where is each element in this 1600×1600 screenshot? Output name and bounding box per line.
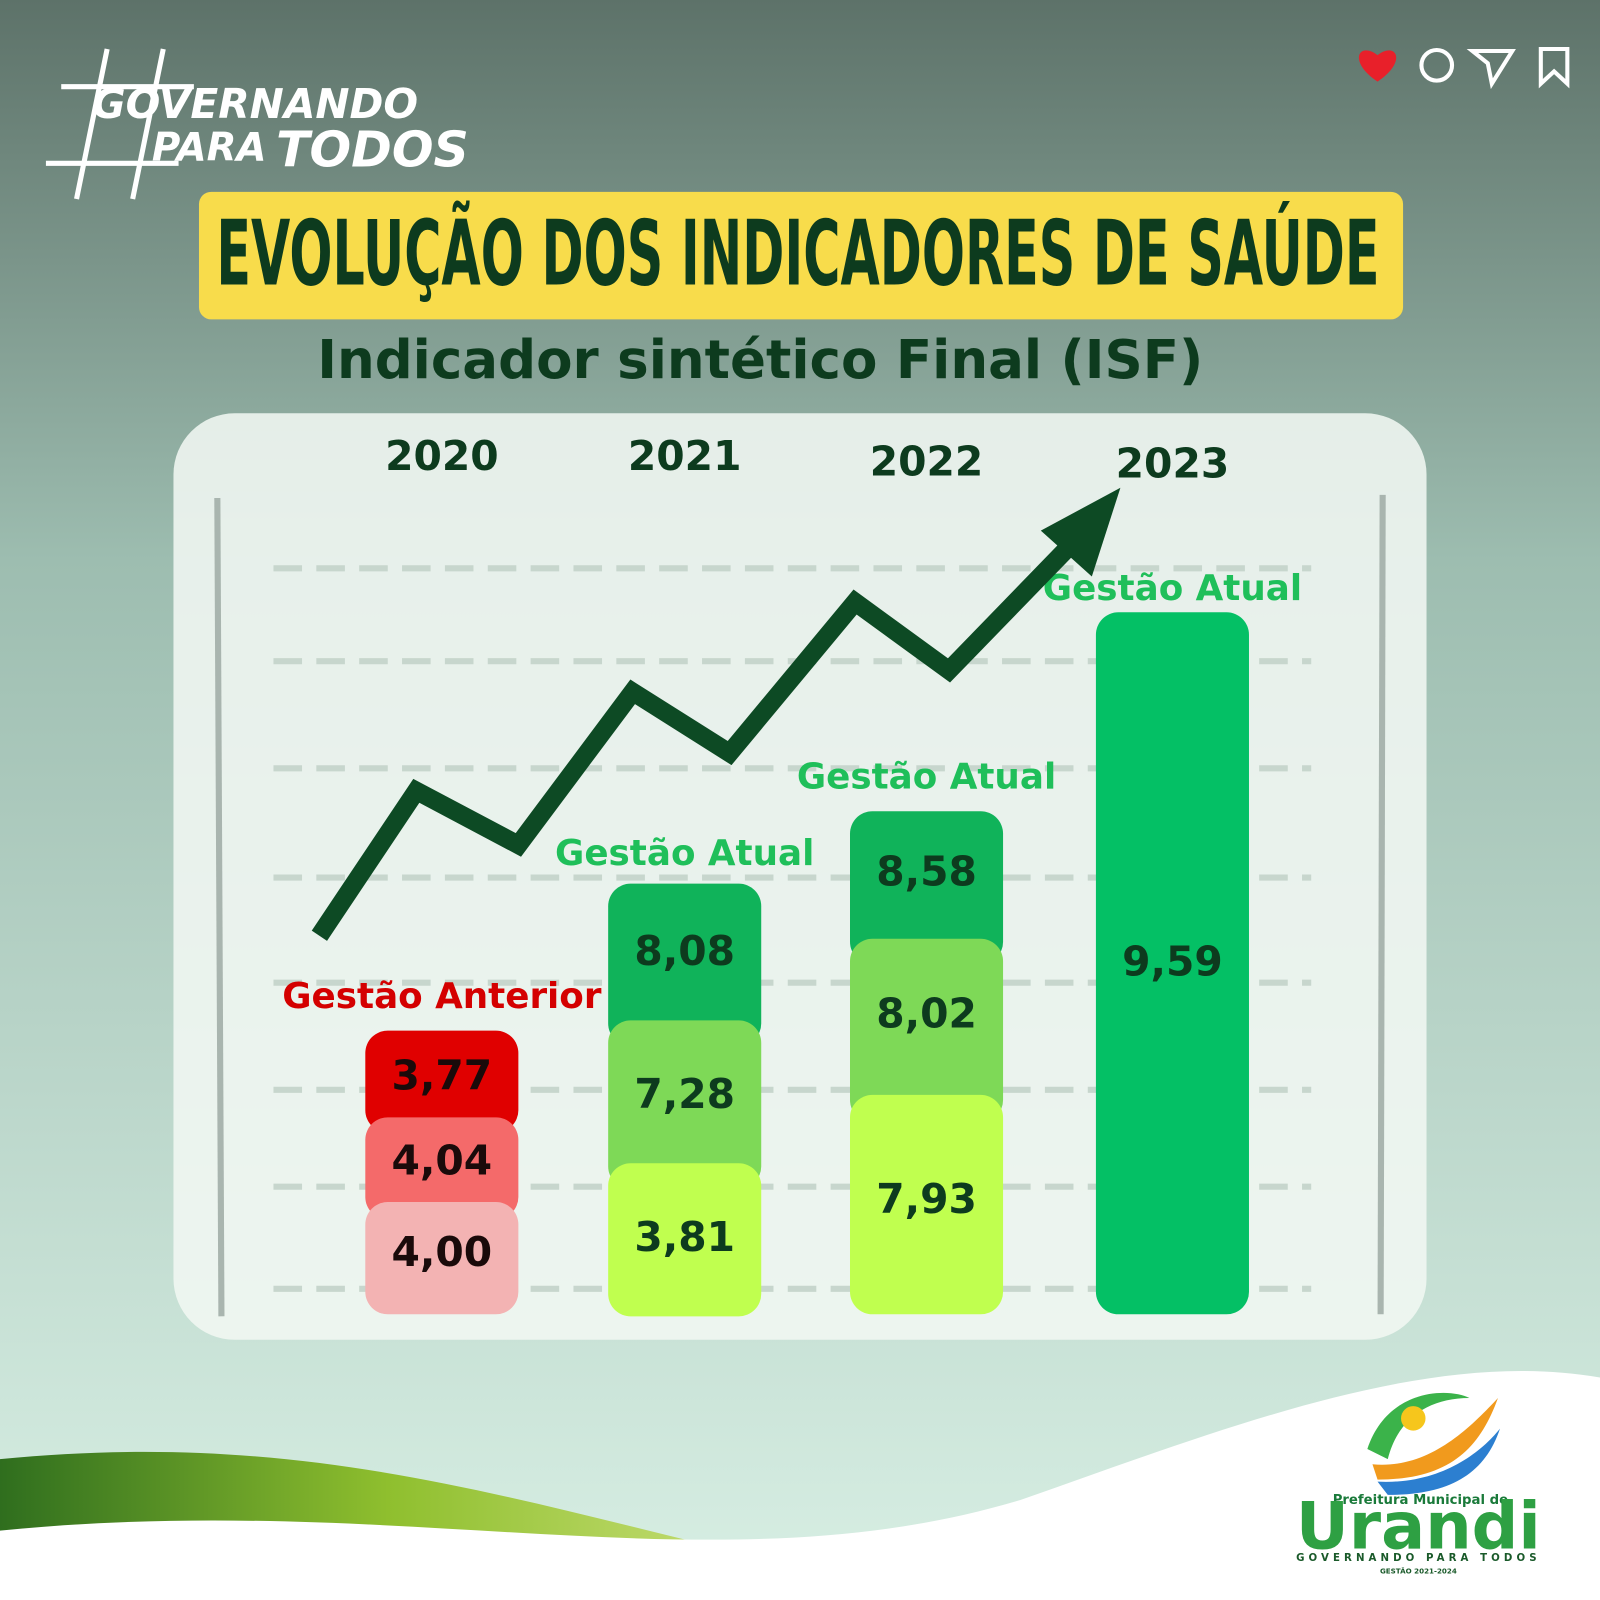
trend-arrow bbox=[311, 527, 1089, 941]
logo-tagline: GOVERNANDO PARA TODOS bbox=[1296, 1553, 1541, 1564]
title: EVOLUÇÃO DOS INDICADORES DE SAÚDE bbox=[216, 202, 1379, 307]
logo: Prefeitura Municipal de Urandi GOVERNAND… bbox=[1296, 1392, 1541, 1575]
segment-value: 7,28 bbox=[634, 1070, 735, 1118]
bar-segment bbox=[365, 1202, 519, 1315]
bar-segment bbox=[850, 938, 1004, 1123]
segment-value: 9,59 bbox=[1122, 937, 1223, 985]
segment-value: 8,02 bbox=[876, 989, 977, 1037]
logo-text: Prefeitura Municipal de bbox=[1333, 1493, 1508, 1508]
comment-icon[interactable] bbox=[1419, 47, 1455, 83]
segment-value: 4,00 bbox=[392, 1228, 493, 1276]
bar-segment bbox=[608, 883, 762, 1046]
title-box bbox=[198, 191, 1404, 320]
bar-segment bbox=[365, 1030, 519, 1133]
like-icon[interactable] bbox=[1358, 50, 1397, 82]
management-label: Gestão Atual bbox=[1043, 568, 1302, 609]
subtitle: Indicador sintético Final (ISF) bbox=[317, 329, 1203, 391]
management-label: Gestão Anterior bbox=[282, 976, 602, 1017]
bar-segment bbox=[850, 811, 1004, 965]
segment-value: 8,08 bbox=[634, 927, 735, 975]
management-label: Gestão Atual bbox=[797, 757, 1056, 798]
year-label: 2022 bbox=[870, 437, 984, 485]
brand: TODOS bbox=[276, 122, 469, 179]
frame-line bbox=[1377, 494, 1386, 1315]
management-label: Gestão Atual bbox=[555, 833, 814, 874]
white-wave bbox=[0, 1370, 1600, 1600]
segment-value: 8,58 bbox=[876, 847, 977, 895]
logo-name: Urandi bbox=[1296, 1489, 1541, 1565]
columns: 2020 Gestão Anterior 3,77 4,04 4,00 2021 Gestã… bbox=[282, 432, 1302, 1317]
segment-value: 3,77 bbox=[392, 1052, 493, 1100]
year-label: 2023 bbox=[1116, 439, 1230, 487]
brand: PARA bbox=[152, 126, 267, 171]
segment-value: 4,04 bbox=[392, 1136, 493, 1184]
bar-segment bbox=[365, 1117, 519, 1220]
share-icon[interactable] bbox=[1466, 48, 1516, 90]
hash-mark bbox=[45, 48, 194, 200]
bar-segment bbox=[608, 1020, 762, 1189]
save-icon[interactable] bbox=[1538, 46, 1570, 89]
bar-segment bbox=[608, 1163, 762, 1317]
frame-line bbox=[214, 497, 225, 1317]
brand: GOVERNANDO bbox=[92, 80, 418, 128]
arrow-head bbox=[1040, 487, 1121, 577]
logo-sub: GESTÃO 2021-2024 bbox=[1380, 1566, 1457, 1575]
segment-value: 3,81 bbox=[634, 1213, 735, 1261]
segment-value: 7,93 bbox=[876, 1175, 977, 1223]
bar-segment bbox=[1095, 612, 1249, 1315]
year-label: 2021 bbox=[628, 432, 742, 480]
bar-segment bbox=[850, 1094, 1004, 1315]
year-label: 2020 bbox=[385, 432, 499, 480]
